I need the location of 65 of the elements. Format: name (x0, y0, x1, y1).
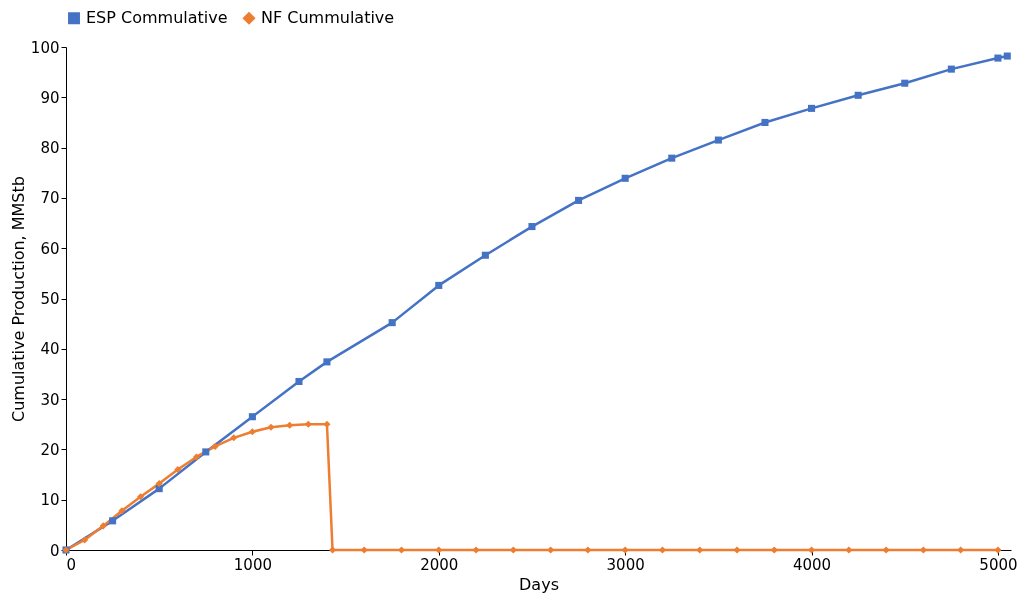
point (137, 493, 145, 501)
point (761, 118, 769, 126)
point (230, 434, 238, 442)
point (714, 136, 722, 144)
point (668, 154, 676, 162)
x-tick-label: 2000 (420, 555, 459, 574)
point (845, 546, 853, 554)
point (360, 546, 368, 554)
y-tick-label: 60 (40, 239, 60, 258)
point (202, 448, 210, 456)
y-tick-label: 80 (40, 139, 60, 158)
point (854, 91, 862, 99)
point (248, 428, 256, 436)
point (584, 546, 592, 554)
point (267, 423, 275, 431)
point (435, 281, 443, 289)
point (295, 377, 303, 386)
y-tick-label: 20 (40, 440, 60, 459)
x-tick-label: 5000 (979, 555, 1018, 574)
legend-label: NF Cummulative (261, 8, 395, 28)
point (621, 174, 629, 182)
y-tick-label: 10 (40, 491, 60, 510)
point (575, 196, 583, 204)
y-tick-label: 30 (40, 390, 60, 409)
point (528, 223, 536, 231)
point (435, 546, 443, 554)
point (882, 546, 890, 554)
point (472, 546, 480, 554)
point (118, 507, 126, 515)
point (808, 104, 816, 112)
point (286, 421, 294, 429)
point (1003, 52, 1011, 60)
point (901, 79, 909, 87)
point (174, 465, 182, 474)
x-axis-title: Days (519, 574, 559, 594)
point (248, 413, 256, 421)
point (211, 442, 219, 450)
point (388, 319, 396, 327)
point (323, 358, 331, 366)
y-tick-label: 50 (40, 290, 60, 308)
point (481, 251, 489, 259)
y-tick-label: 0 (49, 541, 60, 560)
point (994, 546, 1002, 554)
legend-label: ESP Commulative (86, 8, 228, 28)
point (323, 420, 331, 428)
x-tick-label: 1000 (233, 555, 272, 574)
point (99, 522, 107, 530)
point (947, 65, 955, 73)
point (192, 453, 201, 461)
x-tick-label: 0 (66, 555, 77, 574)
point (304, 420, 312, 428)
y-tick-label: 90 (40, 88, 60, 107)
y-axis-title: Cumulative Production, MMStb (8, 176, 28, 422)
point (81, 536, 89, 544)
point (155, 480, 163, 488)
x-tick-label: 3000 (606, 555, 645, 574)
point (109, 517, 117, 525)
y-tick-label: 100 (30, 38, 60, 57)
point (155, 485, 163, 493)
point (733, 546, 741, 554)
y-tick-label: 70 (40, 189, 60, 208)
point (994, 54, 1002, 62)
point (621, 546, 629, 554)
x-tick-label: 4000 (792, 555, 832, 574)
y-tick-label: 40 (40, 340, 60, 359)
